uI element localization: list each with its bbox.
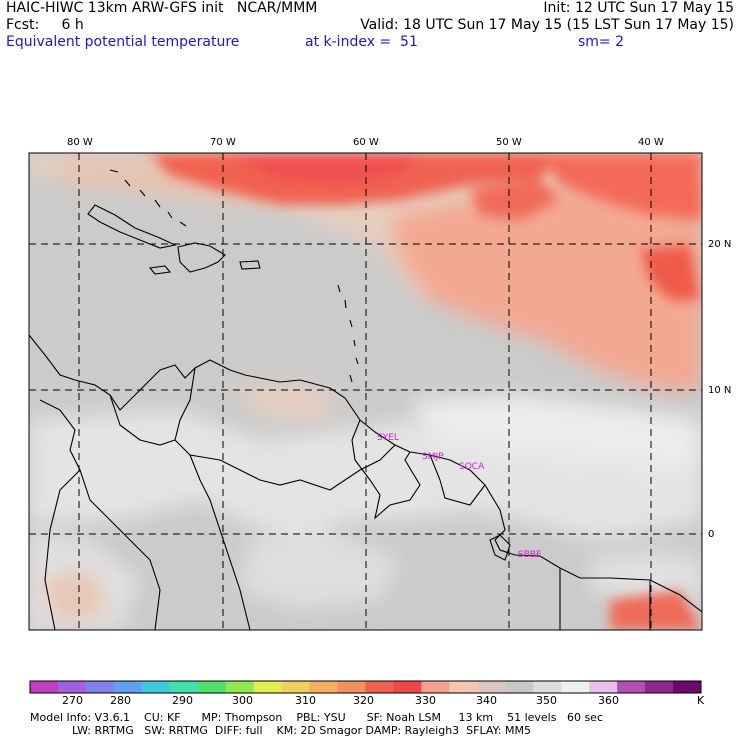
- colorbar-swatch: [673, 681, 702, 693]
- colorbar-tick-290: 290: [172, 694, 193, 707]
- colorbar-unit: K: [697, 694, 705, 707]
- colorbar-swatch: [477, 681, 506, 693]
- station-syel: SYEL: [377, 433, 399, 443]
- colorbar-swatch: [505, 681, 534, 693]
- colorbar-swatch: [617, 681, 646, 693]
- colorbar-frame: [29, 680, 702, 694]
- colorbar: [29, 680, 702, 694]
- colorbar-swatch: [449, 681, 478, 693]
- colorbar-swatch: [113, 681, 143, 693]
- colorbar-swatch: [281, 681, 311, 693]
- level-info: at k-index = 51: [305, 34, 418, 50]
- colorbar-swatch: [197, 681, 227, 693]
- lon-label-60w: 60 W: [353, 137, 379, 148]
- colorbar-swatch: [169, 681, 199, 693]
- lon-label-50w: 50 W: [496, 137, 522, 148]
- colorbar-tick-340: 340: [476, 694, 497, 707]
- header-title: HAIC-HIWC 13km ARW-GFS init NCAR/MMM: [6, 0, 318, 16]
- colorbar-tick-300: 300: [232, 694, 253, 707]
- colorbar-swatch: [309, 681, 339, 693]
- map-frame: [28, 152, 703, 631]
- colorbar-swatch: [589, 681, 618, 693]
- colorbar-tick-350: 350: [536, 694, 557, 707]
- station-sbbe: SBBE: [518, 550, 542, 560]
- lat-label-0: 0: [708, 529, 714, 540]
- colorbar-swatch: [365, 681, 394, 693]
- colorbar-swatch: [337, 681, 366, 693]
- lon-label-70w: 70 W: [210, 137, 236, 148]
- colorbar-tick-320: 320: [353, 694, 374, 707]
- colorbar-tick-310: 310: [295, 694, 316, 707]
- model-info-line2: LW: RRTMG SW: RRTMG DIFF: full KM: 2D Sm…: [30, 724, 531, 737]
- colorbar-swatch: [57, 681, 87, 693]
- colorbar-swatch: [225, 681, 255, 693]
- header-forecast-hour: Fcst: 6 h: [6, 17, 84, 33]
- station-smjp: SMJP: [422, 452, 444, 462]
- model-info-line1: Model Info: V3.6.1 CU: KF MP: Thompson P…: [30, 711, 603, 724]
- colorbar-tick-270: 270: [62, 694, 83, 707]
- header-valid-time: Valid: 18 UTC Sun 17 May 15 (15 LST Sun …: [360, 17, 734, 33]
- lat-label-10n: 10 N: [708, 385, 731, 396]
- colorbar-swatch: [253, 681, 283, 693]
- smoothing-info: sm= 2: [578, 34, 625, 50]
- station-soca: SOCA: [459, 462, 485, 472]
- lon-label-40w: 40 W: [638, 137, 664, 148]
- colorbar-swatch: [85, 681, 115, 693]
- header-init-time: Init: 12 UTC Sun 17 May 15: [543, 0, 734, 16]
- colorbar-swatch: [141, 681, 171, 693]
- field-name: Equivalent potential temperature: [6, 34, 240, 50]
- lon-label-80w: 80 W: [67, 137, 93, 148]
- colorbar-swatch: [645, 681, 674, 693]
- lat-label-20n: 20 N: [708, 239, 731, 250]
- colorbar-tick-360: 360: [598, 694, 619, 707]
- colorbar-swatch: [561, 681, 590, 693]
- lat-lon-grid: [29, 153, 702, 630]
- colorbar-swatch: [421, 681, 450, 693]
- colorbar-swatch: [533, 681, 562, 693]
- colorbar-swatch: [30, 681, 59, 693]
- colorbar-tick-280: 280: [110, 694, 131, 707]
- colorbar-swatch: [393, 681, 422, 693]
- colorbar-tick-330: 330: [415, 694, 436, 707]
